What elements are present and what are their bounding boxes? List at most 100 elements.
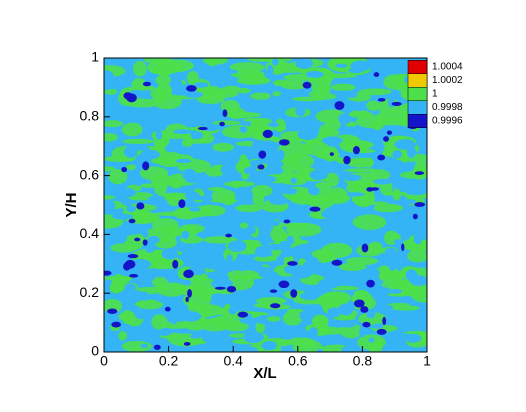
contour-region [325, 73, 357, 79]
contour-region [178, 199, 186, 209]
contour-region [121, 122, 143, 137]
contour-region [108, 168, 128, 185]
contour-region [142, 239, 148, 246]
contour-region [212, 120, 241, 126]
contour-region [152, 276, 168, 288]
contour-region [227, 240, 247, 252]
contour-region [349, 277, 368, 282]
contour-region [393, 239, 401, 245]
contour-region [153, 344, 161, 350]
contour-region [170, 313, 178, 325]
contour-region [111, 321, 121, 328]
contour-region [366, 205, 375, 211]
contour-region [147, 60, 182, 75]
contour-region [273, 81, 284, 87]
contour-region [140, 343, 148, 349]
contour-region [251, 139, 263, 150]
contour-region [190, 129, 199, 140]
contour-region [269, 198, 289, 205]
contour-region [156, 151, 184, 168]
contour-region [189, 207, 201, 212]
contour-region [377, 98, 386, 102]
contour-region [140, 85, 156, 91]
contour-region [111, 288, 124, 293]
contour-region [187, 301, 199, 312]
y-tick-label: 0 [91, 343, 99, 359]
contour-region [247, 298, 255, 307]
contour-region [194, 284, 207, 289]
contour-region [155, 130, 163, 140]
contour-region [404, 333, 422, 343]
contour-region [126, 205, 136, 213]
contour-region [329, 166, 344, 173]
contour-region [299, 312, 312, 321]
x-tick-label: 0 [100, 353, 108, 369]
contour-region [338, 303, 354, 316]
contour-region [134, 237, 141, 242]
contour-region [327, 307, 342, 316]
contour-region [368, 337, 375, 343]
contour-region [229, 62, 265, 73]
contour-region [239, 72, 267, 85]
contour-region [214, 286, 226, 290]
contour-region [107, 308, 118, 314]
contour-region [290, 177, 297, 184]
contour-region [134, 300, 164, 310]
contour-region [112, 213, 134, 220]
legend-label: 1.0002 [432, 75, 463, 86]
contour-region [274, 61, 292, 70]
contour-region [333, 156, 345, 161]
contour-region [225, 111, 262, 118]
contour-region [309, 169, 328, 180]
contour-region [325, 172, 339, 188]
contour-region [183, 342, 191, 346]
contour-region [182, 168, 197, 181]
legend-swatch [407, 114, 428, 128]
contour-region [362, 321, 371, 328]
contour-region [259, 236, 271, 246]
contour-region [407, 250, 427, 263]
contour-region [302, 81, 312, 89]
y-tick-label: 0.2 [80, 284, 100, 300]
contour-region [172, 129, 193, 135]
contour-region [193, 304, 224, 317]
contour-region [350, 110, 361, 116]
contour-region [352, 146, 360, 155]
contour-region [166, 192, 182, 207]
contour-region [368, 169, 391, 181]
contour-region [116, 275, 131, 283]
contour-region [386, 304, 394, 317]
contour-region [226, 285, 237, 293]
contour-region [128, 218, 136, 224]
contour-region [414, 202, 426, 207]
contour-region [335, 63, 348, 68]
contour-region [381, 257, 399, 267]
contour-region [104, 166, 116, 172]
contour-region [124, 259, 136, 269]
legend-swatch [407, 73, 428, 88]
contour-region [286, 235, 295, 245]
contour-region [331, 224, 349, 231]
contour-region [239, 222, 249, 229]
contour-region [324, 118, 341, 131]
contour-region [142, 228, 149, 238]
contour-region [161, 248, 179, 260]
x-tick-label: 0.4 [223, 353, 243, 369]
y-tick-label: 1 [91, 49, 99, 65]
contour-region [122, 138, 154, 144]
contour-region [285, 330, 293, 340]
contour-region [348, 67, 364, 74]
contour-region [181, 138, 194, 147]
contour-region [172, 78, 183, 89]
contour-region [338, 113, 351, 125]
contour-region [339, 139, 370, 153]
contour-region [243, 331, 264, 344]
x-tick-label: 1 [423, 353, 431, 369]
contour-region [359, 110, 369, 117]
contour-region [258, 150, 267, 159]
plot-frame [103, 57, 428, 353]
contour-region [239, 126, 248, 133]
legend-label: 0.9996 [432, 116, 463, 127]
contour-region [153, 97, 166, 103]
contour-region [266, 64, 274, 76]
